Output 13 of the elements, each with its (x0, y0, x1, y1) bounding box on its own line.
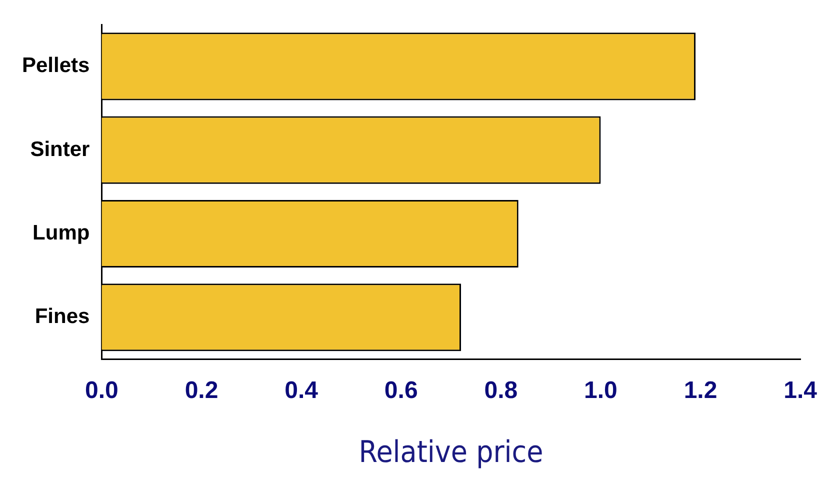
x-tick-label: 1.2 (684, 377, 718, 404)
y-tick-label: Lump (32, 222, 90, 245)
x-tick-label: 0.8 (484, 377, 518, 404)
x-tick-label: 0.6 (384, 377, 418, 404)
x-tick-label: 0.4 (284, 377, 319, 404)
x-axis-title: Relative price (358, 434, 544, 470)
x-tick-label: 1.4 (784, 377, 818, 404)
x-tick-label: 0.2 (184, 377, 218, 404)
y-tick-label: Sinter (30, 138, 90, 161)
y-tick-label: Pellets (22, 54, 90, 78)
x-tick-label: 1.0 (584, 377, 618, 404)
x-tick-label: 0.0 (85, 377, 118, 404)
y-tick-label: Fines (34, 305, 90, 328)
